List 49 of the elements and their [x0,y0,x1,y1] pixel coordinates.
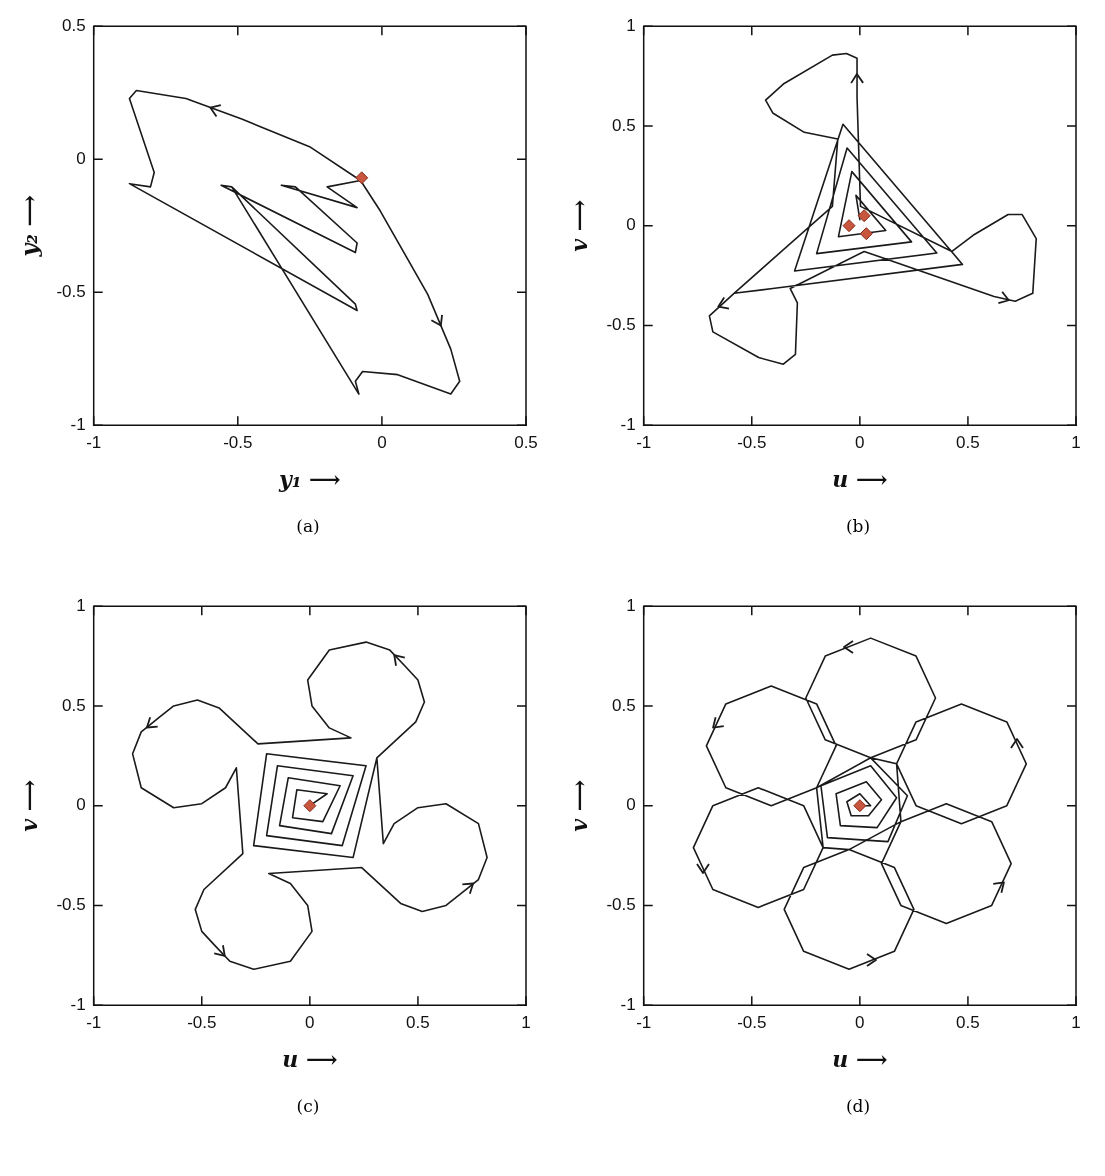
y-tick-label: -0.5 [56,281,86,301]
y-tick-label: 0.5 [62,15,86,35]
y-tick-label: 0 [626,215,636,235]
y-tick-label: -1 [70,994,86,1014]
x-tick-label: 0 [377,433,387,453]
point [857,209,871,223]
y-tick-label: 1 [626,15,636,35]
x-tick-label: -0.5 [223,433,253,453]
y-axis-title: y₂ ⟶ [15,194,42,258]
y-tick-label: -1 [620,994,636,1014]
text: (d) [844,1096,872,1116]
x-tick-label: 0 [305,1013,315,1033]
y-tick-label: 0 [626,795,636,815]
text: (a) [295,516,321,536]
x-tick-label: 1 [1071,433,1081,453]
x-tick-label: 0 [855,433,865,453]
y-tick-label: 0 [76,148,86,168]
y-axis-title: v ⟶ [565,779,592,832]
point [859,227,873,241]
x-tick-label: -0.5 [737,1013,767,1033]
x-tick-label: 0.5 [514,433,538,453]
text: (c) [295,1096,321,1116]
x-tick-label: 1 [1071,1013,1081,1033]
point [842,219,856,233]
y-tick-label: 1 [626,595,636,615]
y-tick-label: -1 [620,414,636,434]
y-tick-label: 1 [76,595,86,615]
x-tick-label: -0.5 [187,1013,217,1033]
x-axis-title: u ⟶ [282,1045,338,1072]
y-tick-label: -0.5 [606,315,636,335]
x-axis-title: y₁ ⟶ [278,465,341,492]
y-tick-label: 0.5 [612,695,636,715]
x-tick-label: 0 [855,1013,865,1033]
y-tick-label: 0.5 [612,115,636,135]
y-tick-label: -0.5 [56,895,86,915]
text: (b) [844,516,872,536]
x-tick-label: -0.5 [737,433,767,453]
x-axis-title: u ⟶ [832,465,888,492]
x-tick-label: 0.5 [956,1013,980,1033]
y-tick-label: 0 [76,795,86,815]
y-tick-label: 0.5 [62,695,86,715]
y-axis-title: v ⟶ [15,779,42,832]
y-tick-label: -1 [70,414,86,434]
x-axis-title: u ⟶ [832,1045,888,1072]
y-tick-label: -0.5 [606,895,636,915]
x-tick-label: 0.5 [956,433,980,453]
y-axis-title: v ⟶ [565,199,592,252]
x-tick-label: 1 [521,1013,531,1033]
x-tick-label: 0.5 [406,1013,430,1033]
